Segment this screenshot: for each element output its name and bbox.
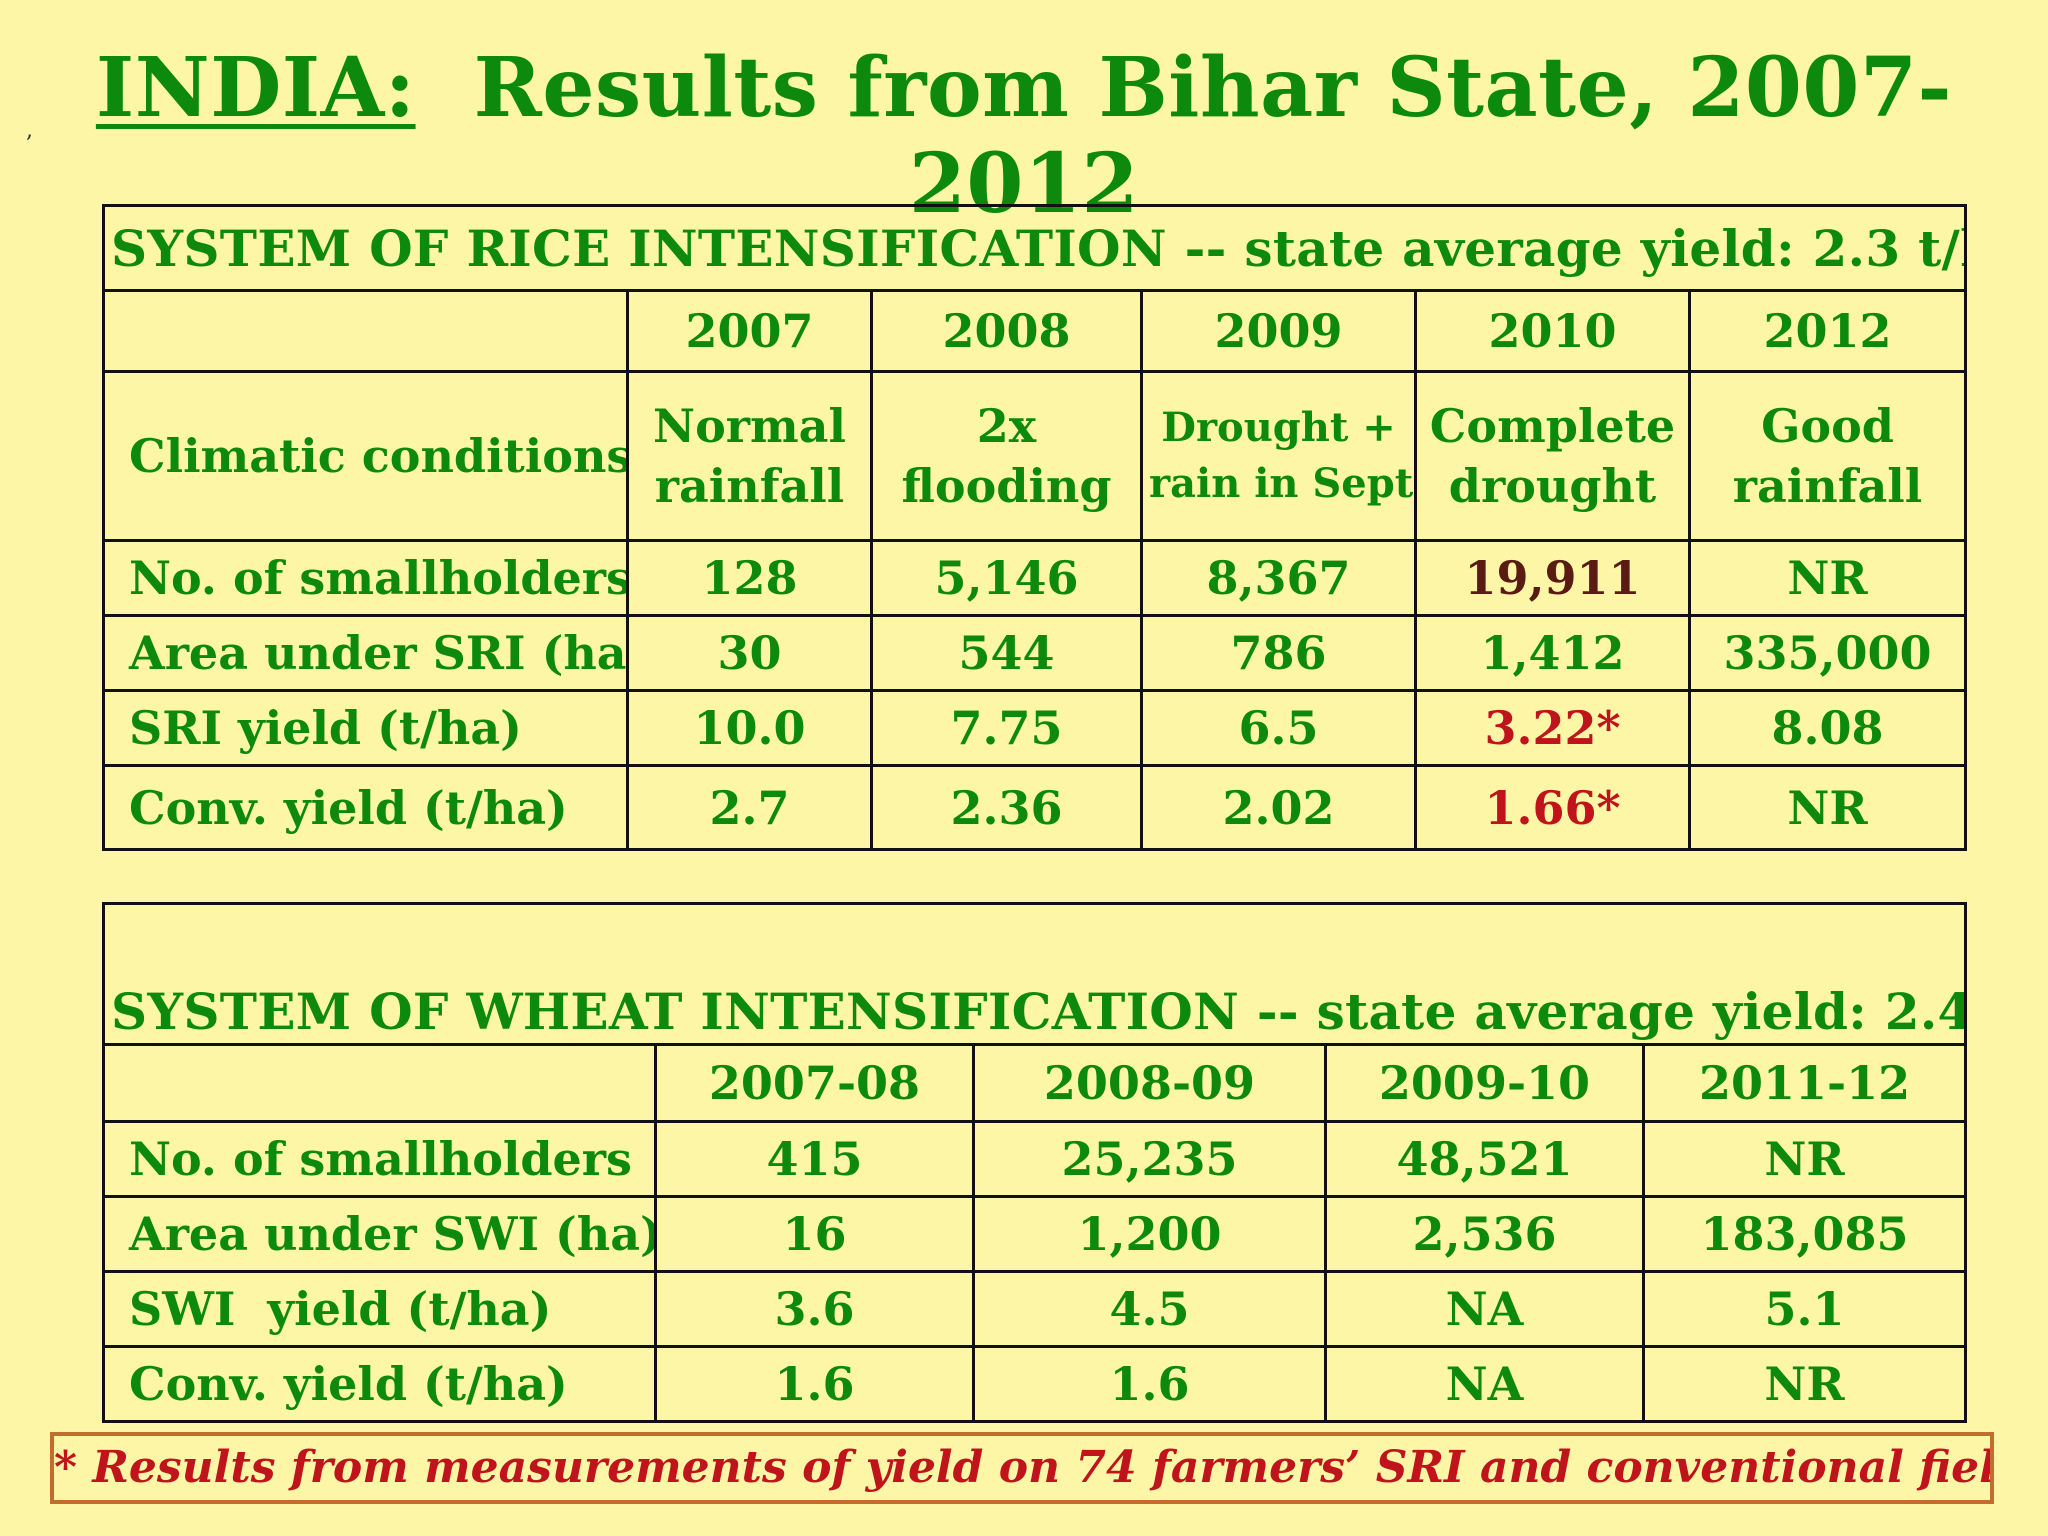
row-label-smallholders: No. of smallholders xyxy=(102,539,629,617)
rice-table-header: SYSTEM OF RICE INTENSIFICATION -- state … xyxy=(101,204,1968,292)
climate-cell: Drought + rain in Sept. xyxy=(1140,370,1417,542)
table-cell: 16 xyxy=(654,1195,975,1273)
row-label-swi-yield: SWI yield (t/ha) xyxy=(102,1270,657,1348)
table-cell: 8,367 xyxy=(1140,539,1417,617)
table-cell: 335,000 xyxy=(1687,614,1968,692)
title-country: INDIA: xyxy=(95,40,416,136)
table-cell: 5,146 xyxy=(870,539,1143,617)
footnote: * Results from measurements of yield on … xyxy=(50,1432,1994,1504)
row-label-smallholders: No. of smallholders xyxy=(102,1120,657,1198)
table-cell: 30 xyxy=(626,614,873,692)
row-label-climatic-conditions: Climatic conditions xyxy=(102,370,629,542)
rice-table: SYSTEM OF RICE INTENSIFICATION -- state … xyxy=(101,204,1968,851)
page-title: INDIA: Results from Bihar State, 2007-20… xyxy=(0,40,2048,232)
wheat-year: 2007-08 xyxy=(654,1043,975,1123)
table-cell: 10.0 xyxy=(626,689,873,767)
table-cell: 1.6 xyxy=(972,1345,1327,1423)
table-cell: 128 xyxy=(626,539,873,617)
table-cell: 5.1 xyxy=(1641,1270,1968,1348)
table-cell: 6.5 xyxy=(1140,689,1417,767)
wheat-table-header: SYSTEM OF WHEAT INTENSIFICATION -- state… xyxy=(101,902,1968,1046)
row-label-sri-yield: SRI yield (t/ha) xyxy=(102,689,629,767)
table-cell: 415 xyxy=(654,1120,975,1198)
row-label-conv-yield: Conv. yield (t/ha) xyxy=(102,1345,657,1423)
table-cell: NR xyxy=(1687,539,1968,617)
row-label-conv-yield: Conv. yield (t/ha) xyxy=(102,764,629,851)
table-cell: 7.75 xyxy=(870,689,1143,767)
table-cell: 2.7 xyxy=(626,764,873,851)
wheat-table: SYSTEM OF WHEAT INTENSIFICATION -- state… xyxy=(101,902,1968,1423)
table-cell: NR xyxy=(1687,764,1968,851)
row-label-area-swi: Area under SWI (ha) xyxy=(102,1195,657,1273)
table-cell: NA xyxy=(1324,1270,1645,1348)
table-cell: 2,536 xyxy=(1324,1195,1645,1273)
table-cell: 1.6 xyxy=(654,1345,975,1423)
rice-year: 2007 xyxy=(626,289,873,373)
table-cell: 544 xyxy=(870,614,1143,692)
table-cell: 786 xyxy=(1140,614,1417,692)
table-cell: NR xyxy=(1641,1345,1968,1423)
table-cell: NA xyxy=(1324,1345,1645,1423)
table-cell: 1,412 xyxy=(1414,614,1691,692)
table-cell-highlight: 19,911 xyxy=(1414,539,1691,617)
climate-cell: Normal rainfall xyxy=(626,370,873,542)
rice-year: 2008 xyxy=(870,289,1143,373)
wheat-corner-cell xyxy=(102,1043,657,1123)
climate-cell: Complete drought xyxy=(1414,370,1691,542)
table-cell: 2.36 xyxy=(870,764,1143,851)
table-cell: 2.02 xyxy=(1140,764,1417,851)
table-cell: 48,521 xyxy=(1324,1120,1645,1198)
wheat-year: 2011-12 xyxy=(1641,1043,1968,1123)
stray-mark: , xyxy=(26,118,33,143)
row-label-area-sri: Area under SRI (ha) xyxy=(102,614,629,692)
rice-year: 2012 xyxy=(1687,289,1968,373)
climate-cell: Good rainfall xyxy=(1687,370,1968,542)
table-cell: 183,085 xyxy=(1641,1195,1968,1273)
table-cell-highlight: 3.22* xyxy=(1414,689,1691,767)
rice-year: 2009 xyxy=(1140,289,1417,373)
table-cell: NR xyxy=(1641,1120,1968,1198)
table-cell: 4.5 xyxy=(972,1270,1327,1348)
table-cell: 8.08 xyxy=(1687,689,1968,767)
climate-cell: 2x flooding xyxy=(870,370,1143,542)
table-cell-highlight: 1.66* xyxy=(1414,764,1691,851)
table-cell: 3.6 xyxy=(654,1270,975,1348)
rice-corner-cell xyxy=(102,289,629,373)
table-cell: 25,235 xyxy=(972,1120,1327,1198)
rice-year: 2010 xyxy=(1414,289,1691,373)
title-text: Results from Bihar State, 2007-2012 xyxy=(473,40,1953,232)
table-cell: 1,200 xyxy=(972,1195,1327,1273)
wheat-year: 2008-09 xyxy=(972,1043,1327,1123)
wheat-year: 2009-10 xyxy=(1324,1043,1645,1123)
